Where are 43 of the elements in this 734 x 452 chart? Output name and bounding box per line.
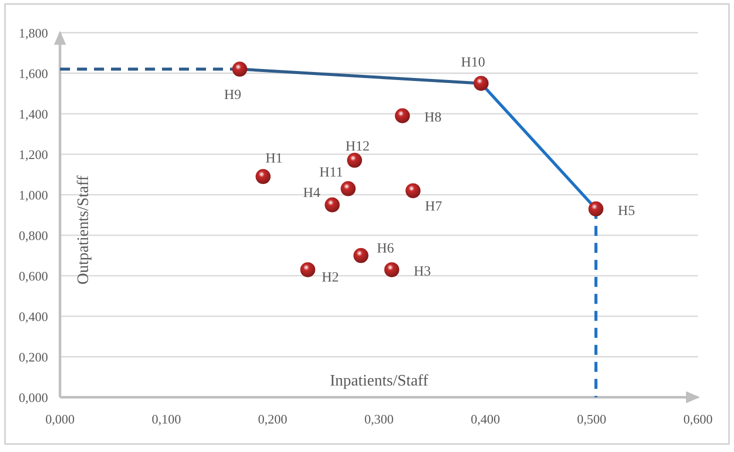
point [394, 108, 410, 124]
y-tick-label: 1,200 [18, 146, 48, 162]
point [256, 169, 271, 184]
annotation: H2 [322, 270, 339, 286]
y-axis-title: Outpatients/Staff [75, 174, 92, 285]
point [353, 248, 368, 264]
annotation: H10 [461, 55, 486, 70]
annotation: H11 [319, 166, 343, 181]
y-tick-label: 1,400 [18, 106, 48, 122]
annotation: H7 [425, 200, 442, 215]
x-tick-label: 0,300 [364, 411, 394, 426]
x-tick-label: 0,500 [577, 411, 606, 426]
point [347, 152, 362, 168]
annotation: H9 [224, 88, 242, 104]
y-tick-label: 0,800 [18, 228, 48, 243]
point [300, 262, 316, 278]
point [474, 76, 489, 91]
annotation: H4 [303, 186, 320, 201]
x-tick-label: 0,200 [258, 411, 288, 426]
x-tick-label: 0,400 [470, 411, 500, 426]
point [340, 181, 356, 196]
annotation: H1 [266, 152, 283, 167]
annotation: H3 [414, 264, 431, 280]
point [384, 262, 400, 278]
y-tick-label: 1,600 [18, 66, 48, 81]
y-tick-label: 0,400 [18, 308, 48, 324]
point [406, 183, 421, 198]
annotation: H8 [424, 110, 442, 126]
point [588, 201, 604, 216]
y-tick-label: 1,000 [18, 187, 48, 202]
x-axis-title: Inpatients/Staff [330, 372, 429, 390]
y-tick-label: 0,200 [18, 349, 48, 364]
y-tick-label: 1,800 [18, 25, 48, 40]
x-tick-label: 0,600 [683, 411, 713, 426]
annotation: H12 [345, 139, 370, 154]
y-tick-label: 0,600 [18, 268, 48, 284]
point [232, 62, 248, 77]
annotation: H6 [376, 242, 394, 257]
x-tick-label: 0,000 [45, 411, 75, 426]
y-tick-label: 0,000 [18, 390, 48, 405]
x-tick-label: 0,100 [152, 411, 181, 426]
point [324, 197, 340, 212]
annotation: H5 [618, 204, 636, 219]
